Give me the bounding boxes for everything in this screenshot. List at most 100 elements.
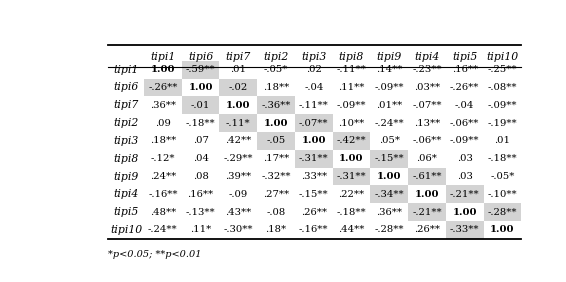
Text: .18*: .18* [265, 225, 286, 234]
Text: tipi7: tipi7 [226, 52, 251, 62]
Text: -.10**: -.10** [487, 190, 517, 199]
Text: .10**: .10** [338, 119, 365, 127]
Text: .39**: .39** [225, 172, 251, 181]
Text: .43**: .43** [225, 208, 251, 217]
Text: -.32**: -.32** [261, 172, 291, 181]
Text: -.02: -.02 [229, 83, 248, 92]
Text: 1.00: 1.00 [151, 65, 175, 74]
Text: -.24**: -.24** [374, 119, 404, 127]
Text: -.06**: -.06** [412, 136, 441, 146]
Text: tipi7: tipi7 [113, 100, 139, 110]
Text: 1.00: 1.00 [264, 119, 288, 127]
Text: -.25**: -.25** [488, 65, 517, 74]
Text: .26**: .26** [414, 225, 440, 234]
Text: -.01: -.01 [191, 101, 211, 110]
Text: 1.00: 1.00 [339, 154, 364, 163]
Text: -.31**: -.31** [299, 154, 329, 163]
Text: .27**: .27** [263, 190, 289, 199]
Text: 1.00: 1.00 [452, 208, 477, 217]
Text: 1.00: 1.00 [490, 225, 514, 234]
Text: .26**: .26** [301, 208, 327, 217]
Text: -.13**: -.13** [186, 208, 216, 217]
Text: *p<0.05; **p<0.01: *p<0.05; **p<0.01 [108, 250, 201, 259]
Text: tipi9: tipi9 [376, 52, 402, 62]
Text: -.26**: -.26** [148, 83, 178, 92]
Bar [333, 132, 370, 150]
Bar [295, 150, 333, 168]
Text: -.07**: -.07** [299, 119, 328, 127]
Bar [446, 185, 483, 203]
Text: -.29**: -.29** [224, 154, 253, 163]
Text: -.07**: -.07** [412, 101, 441, 110]
Text: .05*: .05* [379, 136, 400, 146]
Text: -.26**: -.26** [450, 83, 479, 92]
Bar [408, 203, 446, 221]
Text: -.61**: -.61** [412, 172, 441, 181]
Text: tipi4: tipi4 [113, 189, 139, 199]
Text: tipi6: tipi6 [113, 82, 139, 92]
Text: .08: .08 [192, 172, 208, 181]
Text: -.42**: -.42** [337, 136, 366, 146]
Text: -.21**: -.21** [450, 190, 479, 199]
Text: .18**: .18** [263, 83, 289, 92]
Bar [257, 96, 295, 114]
Text: .01: .01 [230, 65, 246, 74]
Text: tipi2: tipi2 [263, 52, 289, 62]
Text: -.15**: -.15** [374, 154, 404, 163]
Text: .01: .01 [494, 136, 511, 146]
Text: .03: .03 [457, 172, 473, 181]
Text: -.36**: -.36** [261, 101, 291, 110]
Text: 1.00: 1.00 [226, 101, 251, 110]
Text: tipi1: tipi1 [113, 65, 139, 75]
Text: 1.00: 1.00 [302, 136, 326, 146]
Bar [220, 114, 257, 132]
Text: tipi3: tipi3 [113, 136, 139, 146]
Text: -.16**: -.16** [148, 190, 178, 199]
Text: tipi3: tipi3 [301, 52, 327, 62]
Text: -.28**: -.28** [488, 208, 517, 217]
Text: 1.00: 1.00 [188, 83, 213, 92]
Bar [295, 114, 333, 132]
Text: -.05: -.05 [267, 136, 286, 146]
Text: tipi8: tipi8 [113, 154, 139, 164]
Text: -.18**: -.18** [337, 208, 366, 217]
Text: tipi8: tipi8 [339, 52, 364, 62]
Text: -.06**: -.06** [450, 119, 479, 127]
Text: -.08**: -.08** [488, 83, 517, 92]
Bar [370, 185, 408, 203]
Text: tipi4: tipi4 [414, 52, 440, 62]
Text: .09: .09 [155, 119, 171, 127]
Text: -.16**: -.16** [299, 225, 328, 234]
Text: 1.00: 1.00 [415, 190, 439, 199]
Text: .16**: .16** [187, 190, 213, 199]
Bar [408, 168, 446, 185]
Text: -.11**: -.11** [337, 65, 366, 74]
Text: .17**: .17** [263, 154, 289, 163]
Text: .33**: .33** [301, 172, 327, 181]
Text: -.59**: -.59** [186, 65, 215, 74]
Text: .24**: .24** [150, 172, 176, 181]
Text: -.19**: -.19** [487, 119, 517, 127]
Bar [370, 150, 408, 168]
Text: tipi9: tipi9 [113, 171, 139, 182]
Text: .03: .03 [457, 154, 473, 163]
Text: -.11**: -.11** [299, 101, 329, 110]
Text: -.21**: -.21** [412, 208, 441, 217]
Text: .07: .07 [192, 136, 208, 146]
Text: .11**: .11** [338, 83, 365, 92]
Text: -.31**: -.31** [337, 172, 366, 181]
Text: -.12*: -.12* [151, 154, 175, 163]
Bar [144, 79, 182, 96]
Text: .06*: .06* [417, 154, 438, 163]
Text: .22**: .22** [338, 190, 365, 199]
Text: -.08: -.08 [267, 208, 286, 217]
Text: .02: .02 [306, 65, 321, 74]
Bar [446, 221, 483, 239]
Text: -.05*: -.05* [490, 172, 514, 181]
Text: .44**: .44** [338, 225, 365, 234]
Text: tipi5: tipi5 [113, 207, 139, 217]
Text: .01**: .01** [376, 101, 402, 110]
Text: .04: .04 [192, 154, 209, 163]
Text: .48**: .48** [150, 208, 176, 217]
Text: -.04: -.04 [304, 83, 323, 92]
